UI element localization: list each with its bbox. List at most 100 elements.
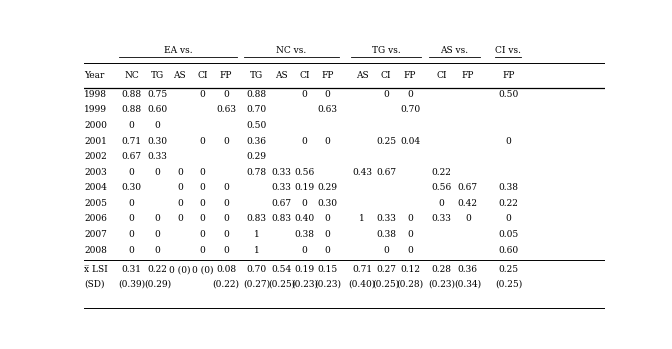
Text: 0: 0 bbox=[325, 230, 331, 239]
Text: CI: CI bbox=[299, 71, 310, 80]
Text: 0.22: 0.22 bbox=[499, 199, 518, 208]
Text: 0.29: 0.29 bbox=[318, 183, 338, 192]
Text: 0: 0 bbox=[407, 215, 413, 223]
Text: 0: 0 bbox=[223, 230, 229, 239]
Text: Year: Year bbox=[84, 71, 104, 80]
Text: 0: 0 bbox=[177, 168, 183, 177]
Text: 0.43: 0.43 bbox=[352, 168, 372, 177]
Text: 0: 0 bbox=[223, 246, 229, 255]
Text: (0.23): (0.23) bbox=[428, 280, 455, 289]
Text: 0: 0 bbox=[407, 230, 413, 239]
Text: 0.71: 0.71 bbox=[122, 136, 141, 146]
Text: 0.33: 0.33 bbox=[147, 152, 167, 161]
Text: (0.28): (0.28) bbox=[396, 280, 423, 289]
Text: FP: FP bbox=[321, 71, 334, 80]
Text: 0.56: 0.56 bbox=[431, 183, 452, 192]
Text: 0: 0 bbox=[223, 90, 229, 99]
Text: 0.75: 0.75 bbox=[147, 90, 167, 99]
Text: (0.27): (0.27) bbox=[243, 280, 270, 289]
Text: 0: 0 bbox=[223, 215, 229, 223]
Text: 0.25: 0.25 bbox=[499, 265, 519, 274]
Text: 0: 0 bbox=[505, 136, 511, 146]
Text: 0: 0 bbox=[155, 215, 161, 223]
Text: 2000: 2000 bbox=[84, 121, 107, 130]
Text: 0: 0 bbox=[177, 215, 183, 223]
Text: 0: 0 bbox=[155, 246, 161, 255]
Text: 0.83: 0.83 bbox=[271, 215, 292, 223]
Text: 0.40: 0.40 bbox=[294, 215, 314, 223]
Text: 0: 0 bbox=[200, 215, 206, 223]
Text: 0.42: 0.42 bbox=[458, 199, 478, 208]
Text: 2005: 2005 bbox=[84, 199, 107, 208]
Text: 0: 0 bbox=[438, 199, 444, 208]
Text: 1: 1 bbox=[253, 246, 259, 255]
Text: 2002: 2002 bbox=[84, 152, 107, 161]
Text: 0.08: 0.08 bbox=[216, 265, 237, 274]
Text: 0: 0 bbox=[465, 215, 470, 223]
Text: 0: 0 bbox=[200, 230, 206, 239]
Text: 0: 0 bbox=[177, 199, 183, 208]
Text: AS: AS bbox=[173, 71, 186, 80]
Text: 0.83: 0.83 bbox=[247, 215, 266, 223]
Text: 0.33: 0.33 bbox=[271, 168, 292, 177]
Text: 0: 0 bbox=[383, 90, 389, 99]
Text: 0.88: 0.88 bbox=[247, 90, 266, 99]
Text: 0.60: 0.60 bbox=[147, 105, 167, 114]
Text: 1: 1 bbox=[253, 230, 259, 239]
Text: NC vs.: NC vs. bbox=[276, 46, 306, 55]
Text: 0.38: 0.38 bbox=[294, 230, 314, 239]
Text: 0.19: 0.19 bbox=[294, 183, 314, 192]
Text: (0.23): (0.23) bbox=[291, 280, 318, 289]
Text: 0.19: 0.19 bbox=[294, 265, 314, 274]
Text: 0.50: 0.50 bbox=[499, 90, 519, 99]
Text: 0: 0 bbox=[200, 246, 206, 255]
Text: 0.70: 0.70 bbox=[247, 105, 266, 114]
Text: 0.88: 0.88 bbox=[122, 105, 141, 114]
Text: (0.22): (0.22) bbox=[212, 280, 240, 289]
Text: 0.22: 0.22 bbox=[147, 265, 167, 274]
Text: 0: 0 bbox=[302, 136, 307, 146]
Text: 0: 0 bbox=[155, 230, 161, 239]
Text: CI: CI bbox=[381, 71, 391, 80]
Text: 0: 0 bbox=[200, 136, 206, 146]
Text: 0: 0 bbox=[325, 136, 331, 146]
Text: (0.25): (0.25) bbox=[372, 280, 400, 289]
Text: 0: 0 bbox=[325, 90, 331, 99]
Text: 2007: 2007 bbox=[84, 230, 107, 239]
Text: 0: 0 bbox=[223, 136, 229, 146]
Text: 1: 1 bbox=[360, 215, 365, 223]
Text: 0 (0): 0 (0) bbox=[169, 265, 191, 274]
Text: 0.30: 0.30 bbox=[318, 199, 338, 208]
Text: EA vs.: EA vs. bbox=[164, 46, 193, 55]
Text: TG: TG bbox=[250, 71, 263, 80]
Text: 0: 0 bbox=[200, 183, 206, 192]
Text: 0: 0 bbox=[223, 199, 229, 208]
Text: CI: CI bbox=[198, 71, 208, 80]
Text: 0: 0 bbox=[200, 90, 206, 99]
Text: 0.67: 0.67 bbox=[122, 152, 141, 161]
Text: x̅ LSI: x̅ LSI bbox=[84, 265, 108, 274]
Text: AS: AS bbox=[275, 71, 288, 80]
Text: 0: 0 bbox=[155, 121, 161, 130]
Text: 0.67: 0.67 bbox=[376, 168, 396, 177]
Text: 0.88: 0.88 bbox=[122, 90, 141, 99]
Text: AS vs.: AS vs. bbox=[440, 46, 468, 55]
Text: 0.78: 0.78 bbox=[247, 168, 266, 177]
Text: 0.28: 0.28 bbox=[431, 265, 452, 274]
Text: NC: NC bbox=[124, 71, 138, 80]
Text: 0: 0 bbox=[223, 183, 229, 192]
Text: 0.04: 0.04 bbox=[400, 136, 420, 146]
Text: (0.34): (0.34) bbox=[454, 280, 481, 289]
Text: 0.70: 0.70 bbox=[247, 265, 266, 274]
Text: 0.56: 0.56 bbox=[294, 168, 314, 177]
Text: 0.12: 0.12 bbox=[400, 265, 420, 274]
Text: (0.40): (0.40) bbox=[349, 280, 376, 289]
Text: 2006: 2006 bbox=[84, 215, 107, 223]
Text: 0.33: 0.33 bbox=[376, 215, 396, 223]
Text: 0.70: 0.70 bbox=[400, 105, 420, 114]
Text: (0.25): (0.25) bbox=[267, 280, 295, 289]
Text: (0.23): (0.23) bbox=[314, 280, 341, 289]
Text: CI vs.: CI vs. bbox=[495, 46, 521, 55]
Text: 0: 0 bbox=[128, 199, 134, 208]
Text: 0.50: 0.50 bbox=[246, 121, 267, 130]
